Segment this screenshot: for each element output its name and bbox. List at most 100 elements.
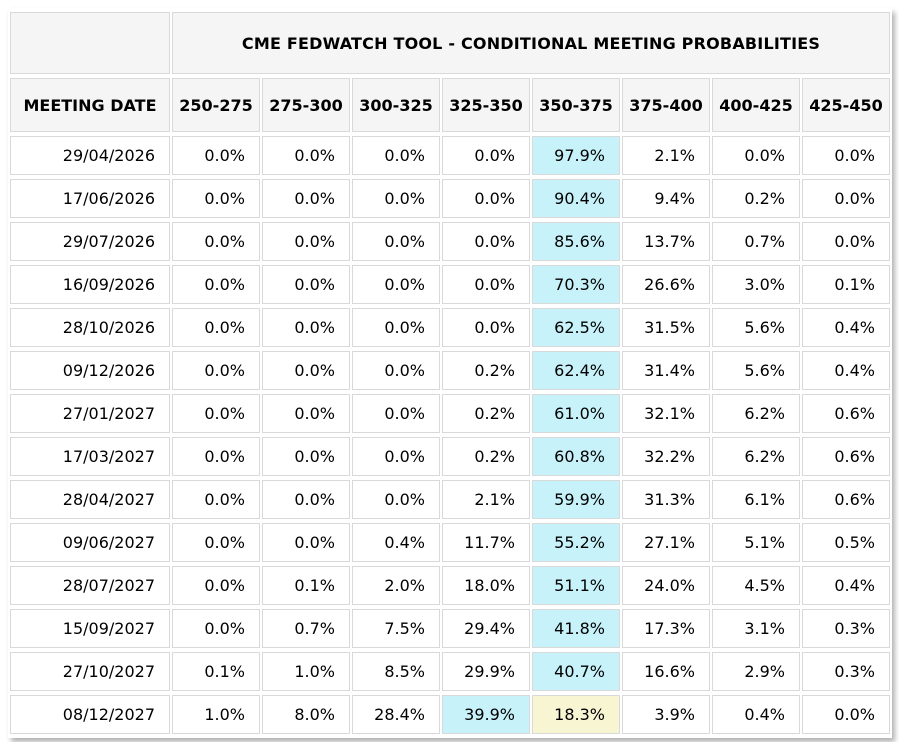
probability-cell: 0.0% [172, 523, 260, 562]
probability-cell: 0.0% [352, 136, 440, 175]
table-row: 27/10/2027 0.1% 1.0% 8.5% 29.9% 40.7% 16.6% 2.9… [10, 652, 890, 691]
probability-cell: 31.3% [622, 480, 710, 519]
probability-cell: 3.0% [712, 265, 800, 304]
meeting-date-cell: 16/09/2026 [10, 265, 170, 304]
rate-range-header: 275-300 [262, 78, 350, 132]
table-row: 29/04/2026 0.0% 0.0% 0.0% 0.0% 97.9% 2.1% 0.0% 0… [10, 136, 890, 175]
meeting-date-cell: 28/04/2027 [10, 480, 170, 519]
probability-cell: 0.0% [172, 480, 260, 519]
probability-cell: 0.0% [262, 394, 350, 433]
probability-cell: 39.9% [442, 695, 530, 734]
probability-cell: 0.0% [262, 480, 350, 519]
probability-cell: 41.8% [532, 609, 620, 648]
probability-cell: 62.5% [532, 308, 620, 347]
probability-cell: 0.0% [172, 394, 260, 433]
probability-cell: 1.0% [172, 695, 260, 734]
table-row: 17/06/2026 0.0% 0.0% 0.0% 0.0% 90.4% 9.4% 0.2% 0… [10, 179, 890, 218]
probability-cell: 0.0% [172, 566, 260, 605]
probability-cell: 0.1% [172, 652, 260, 691]
table-row: 17/03/2027 0.0% 0.0% 0.0% 0.2% 60.8% 32.2% 6.2%… [10, 437, 890, 476]
table-row: 09/12/2026 0.0% 0.0% 0.0% 0.2% 62.4% 31.4% 5.6%… [10, 351, 890, 390]
probability-cell: 55.2% [532, 523, 620, 562]
rate-range-header: 350-375 [532, 78, 620, 132]
table-row: 28/10/2026 0.0% 0.0% 0.0% 0.0% 62.5% 31.5% 5.6%… [10, 308, 890, 347]
probability-cell: 18.0% [442, 566, 530, 605]
probability-cell: 0.0% [352, 351, 440, 390]
probability-cell: 0.0% [352, 480, 440, 519]
table-row: 15/09/2027 0.0% 0.7% 7.5% 29.4% 41.8% 17.3% 3.1… [10, 609, 890, 648]
table-title: CME FEDWATCH TOOL - CONDITIONAL MEETING … [172, 12, 890, 74]
meeting-date-cell: 27/01/2027 [10, 394, 170, 433]
probability-cell: 0.0% [442, 265, 530, 304]
table-row: 08/12/2027 1.0% 8.0% 28.4% 39.9% 18.3% 3.9% 0.4… [10, 695, 890, 734]
probability-cell: 0.7% [712, 222, 800, 261]
fedwatch-probabilities-table: CME FEDWATCH TOOL - CONDITIONAL MEETING … [8, 8, 892, 738]
probability-cell: 0.0% [172, 222, 260, 261]
probability-cell: 5.6% [712, 308, 800, 347]
table-row: 28/04/2027 0.0% 0.0% 0.0% 2.1% 59.9% 31.3% 6.1%… [10, 480, 890, 519]
probability-cell: 0.0% [802, 695, 890, 734]
table-row: 27/01/2027 0.0% 0.0% 0.0% 0.2% 61.0% 32.1% 6.2%… [10, 394, 890, 433]
meeting-date-cell: 08/12/2027 [10, 695, 170, 734]
rate-range-header: 250-275 [172, 78, 260, 132]
probability-cell: 0.3% [802, 652, 890, 691]
probability-cell: 0.4% [352, 523, 440, 562]
probability-cell: 0.0% [262, 437, 350, 476]
meeting-date-cell: 09/06/2027 [10, 523, 170, 562]
meeting-date-cell: 17/06/2026 [10, 179, 170, 218]
column-header-row: MEETING DATE 250-275 275-300 300-325 325-350… [10, 78, 890, 132]
probability-cell: 32.2% [622, 437, 710, 476]
probability-cell: 0.2% [442, 351, 530, 390]
probability-cell: 29.9% [442, 652, 530, 691]
probability-cell: 4.5% [712, 566, 800, 605]
probability-cell: 0.6% [802, 437, 890, 476]
probability-cell: 0.2% [442, 394, 530, 433]
probability-cell: 0.0% [802, 222, 890, 261]
probability-cell: 0.1% [262, 566, 350, 605]
probability-cell: 0.0% [262, 222, 350, 261]
probability-cell: 0.2% [712, 179, 800, 218]
probability-cell: 70.3% [532, 265, 620, 304]
meeting-date-cell: 29/04/2026 [10, 136, 170, 175]
probability-cell: 5.1% [712, 523, 800, 562]
probability-cell: 3.9% [622, 695, 710, 734]
rate-range-header: 400-425 [712, 78, 800, 132]
probability-cell: 18.3% [532, 695, 620, 734]
probability-cell: 0.0% [802, 136, 890, 175]
meeting-date-cell: 17/03/2027 [10, 437, 170, 476]
probability-cell: 0.4% [802, 351, 890, 390]
probability-cell: 97.9% [532, 136, 620, 175]
probability-cell: 0.0% [262, 308, 350, 347]
probability-cell: 0.0% [172, 437, 260, 476]
probability-cell: 2.0% [352, 566, 440, 605]
corner-cell [10, 12, 170, 74]
probability-cell: 85.6% [532, 222, 620, 261]
table-row: 29/07/2026 0.0% 0.0% 0.0% 0.0% 85.6% 13.7% 0.7%… [10, 222, 890, 261]
probability-cell: 0.0% [262, 179, 350, 218]
probability-cell: 0.4% [802, 308, 890, 347]
probability-cell: 26.6% [622, 265, 710, 304]
probability-cell: 32.1% [622, 394, 710, 433]
probability-cell: 90.4% [532, 179, 620, 218]
probability-cell: 0.0% [352, 394, 440, 433]
probability-cell: 0.0% [262, 265, 350, 304]
probability-cell: 0.0% [442, 136, 530, 175]
probability-cell: 5.6% [712, 351, 800, 390]
probability-cell: 0.0% [172, 179, 260, 218]
probability-cell: 51.1% [532, 566, 620, 605]
probability-cell: 31.4% [622, 351, 710, 390]
probability-cell: 60.8% [532, 437, 620, 476]
meeting-date-cell: 29/07/2026 [10, 222, 170, 261]
probability-cell: 6.2% [712, 437, 800, 476]
probability-cell: 1.0% [262, 652, 350, 691]
probability-cell: 0.0% [172, 351, 260, 390]
probability-cell: 0.0% [172, 609, 260, 648]
probability-cell: 0.0% [442, 179, 530, 218]
probability-cell: 3.1% [712, 609, 800, 648]
probability-cell: 29.4% [442, 609, 530, 648]
meeting-date-header: MEETING DATE [10, 78, 170, 132]
probability-cell: 7.5% [352, 609, 440, 648]
meeting-date-cell: 15/09/2027 [10, 609, 170, 648]
probability-cell: 61.0% [532, 394, 620, 433]
